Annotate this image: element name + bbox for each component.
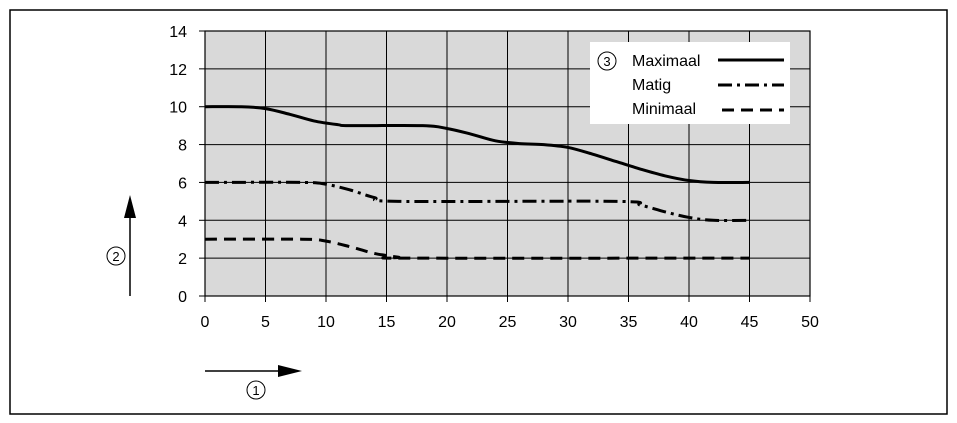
x-tick-label: 15 bbox=[378, 314, 396, 331]
x-tick-label: 40 bbox=[680, 314, 698, 331]
y-tick-label: 0 bbox=[178, 289, 187, 306]
series-line-matig bbox=[204, 180, 750, 222]
x-axis-marker: 1 bbox=[205, 365, 302, 400]
x-axis-marker-number: 1 bbox=[252, 383, 259, 398]
y-axis-marker: 2 bbox=[106, 195, 136, 296]
series-layer bbox=[204, 105, 750, 260]
tick-labels: 0 5 10 15 20 25 30 35 40 45 50 0 2 4 6 8 10 12 14 bbox=[169, 24, 819, 331]
x-axis-marker-circle bbox=[246, 380, 266, 400]
legend-label-matig: Matig bbox=[632, 77, 671, 94]
legend: 3 Maximaal Matig Minimaal bbox=[590, 42, 790, 124]
x-tick-label: 50 bbox=[801, 314, 819, 331]
y-tick-label: 14 bbox=[169, 24, 187, 41]
legend-box bbox=[590, 42, 790, 124]
x-tick-label: 30 bbox=[559, 314, 577, 331]
y-axis-marker-circle bbox=[106, 246, 126, 266]
x-tick-label: 20 bbox=[438, 314, 456, 331]
y-axis-marker-number: 2 bbox=[112, 249, 119, 264]
y-tick-label: 6 bbox=[178, 175, 187, 192]
grid-lines bbox=[199, 30, 811, 302]
y-tick-label: 2 bbox=[178, 251, 187, 268]
x-tick-label: 10 bbox=[317, 314, 335, 331]
y-tick-label: 8 bbox=[178, 138, 187, 155]
series-line-minimaal bbox=[204, 237, 750, 260]
plot-border bbox=[204, 30, 811, 297]
outer-frame bbox=[9, 9, 948, 415]
legend-label-maximaal: Maximaal bbox=[632, 53, 700, 70]
x-axis-arrow-head bbox=[278, 365, 302, 377]
y-tick-label: 4 bbox=[178, 213, 187, 230]
x-tick-label: 0 bbox=[201, 314, 210, 331]
x-tick-label: 35 bbox=[620, 314, 638, 331]
y-axis-arrow-head bbox=[124, 195, 136, 218]
x-tick-label: 25 bbox=[499, 314, 517, 331]
legend-marker-circle bbox=[597, 51, 617, 71]
legend-label-minimaal: Minimaal bbox=[632, 101, 696, 118]
x-tick-label: 5 bbox=[261, 314, 270, 331]
y-tick-label: 10 bbox=[169, 100, 187, 117]
x-tick-label: 45 bbox=[741, 314, 759, 331]
legend-marker-number: 3 bbox=[603, 54, 610, 69]
series-line-maximaal bbox=[204, 105, 750, 185]
y-tick-label: 12 bbox=[169, 62, 187, 79]
